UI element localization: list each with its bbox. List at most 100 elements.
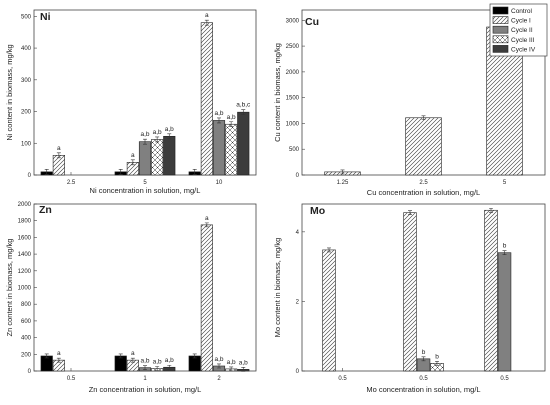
panel-title: Ni	[40, 11, 51, 23]
error-bar	[502, 250, 507, 256]
legend-label: Cycle II	[511, 27, 533, 34]
error-bar	[192, 353, 197, 359]
error-bar	[408, 210, 412, 216]
legend: Control Cycle I Cycle II Cycle III Cycle IV	[489, 3, 548, 57]
bar-cycle-i	[322, 249, 336, 372]
significance-label: a,b	[214, 110, 223, 117]
bar-cycle-i	[200, 224, 213, 372]
y-tick-label: 1800	[18, 219, 32, 225]
x-tick-label: 0.5	[67, 376, 76, 382]
y-tick-label: 4	[296, 230, 300, 236]
legend-swatch	[492, 6, 509, 15]
y-tick-label: 100	[21, 141, 32, 147]
significance-label: a,b	[153, 129, 162, 136]
legend-label: Cycle I	[511, 18, 531, 25]
y-tick-label: 2	[296, 299, 300, 305]
significance-label: a	[131, 152, 135, 159]
y-axis-label: Zn content in biomass, mg/kg	[5, 239, 14, 337]
error-bar	[167, 364, 172, 370]
significance-label: a,b	[214, 356, 223, 363]
error-bar	[327, 247, 331, 253]
bar-cycle-iv	[237, 111, 250, 176]
y-tick-label: 2500	[286, 44, 300, 50]
error-bar	[155, 136, 160, 143]
y-tick-label: 400	[21, 336, 32, 342]
y-tick-label: 1000	[18, 286, 32, 292]
legend-swatch	[492, 45, 509, 53]
significance-label: b	[435, 353, 439, 360]
error-bar	[421, 115, 426, 121]
significance-label: a	[205, 215, 209, 222]
bar-cycle-iv	[163, 135, 176, 176]
x-tick-label: 2	[217, 376, 221, 382]
legend-label: Cycle III	[511, 37, 535, 44]
y-tick-label: 600	[21, 319, 32, 325]
significance-label: a	[205, 12, 209, 19]
significance-label: a,b	[227, 359, 236, 366]
x-tick-label: 1.25	[337, 180, 349, 186]
error-bar	[118, 353, 123, 359]
bar-cycle-iii	[225, 123, 238, 176]
x-axis-label: Ni concentration in solution, mg/L	[90, 186, 201, 195]
error-bar	[241, 367, 246, 372]
bar-cycle-i	[52, 155, 65, 176]
significance-label: b	[503, 243, 507, 250]
y-tick-label: 1500	[286, 96, 300, 102]
y-tick-label: 500	[21, 14, 32, 20]
significance-label: a	[131, 350, 135, 357]
x-tick-label: 1	[143, 376, 147, 382]
y-tick-label: 0	[28, 173, 32, 179]
error-bar	[421, 356, 426, 362]
y-tick-label: 400	[21, 46, 32, 52]
error-bar	[143, 138, 147, 145]
bar-cycle-i	[405, 117, 442, 176]
error-bar	[130, 159, 135, 166]
y-axis-label: Ni content in biomass, mg/kg	[5, 44, 14, 140]
y-tick-label: 200	[21, 110, 32, 116]
y-tick-label: 2000	[286, 70, 300, 76]
error-bar	[167, 133, 172, 140]
bar-cycle-ii	[212, 120, 226, 176]
error-bar	[130, 357, 135, 363]
significance-label: a,b,c	[236, 102, 251, 109]
bar-cycle-iii	[151, 139, 164, 176]
error-bar	[56, 152, 61, 159]
error-bar	[44, 353, 49, 359]
y-tick-label: 200	[21, 352, 32, 358]
error-bar	[229, 121, 234, 128]
y-tick-label: 2000	[18, 202, 32, 208]
bar-cycle-ii	[497, 252, 512, 372]
x-tick-label: 10	[216, 180, 223, 186]
significance-label: a,b	[227, 114, 236, 121]
error-bar	[143, 365, 147, 370]
significance-label: a,b	[165, 126, 174, 133]
y-tick-label: 0	[296, 369, 300, 375]
x-tick-label: 0.5	[500, 376, 509, 382]
error-bar	[435, 361, 439, 366]
y-tick-label: 3000	[286, 18, 300, 24]
bar-cycle-i	[403, 212, 417, 372]
x-tick-label: 5	[143, 180, 147, 186]
y-tick-label: 0	[296, 173, 300, 179]
error-bar	[204, 222, 209, 228]
error-bar	[44, 169, 49, 175]
significance-label: a,b	[140, 358, 149, 365]
bar-cycle-i	[200, 22, 213, 176]
x-axis-label: Zn concentration in solution, mg/L	[89, 385, 202, 394]
x-tick-label: 2.5	[419, 180, 428, 186]
significance-label: a,b	[140, 131, 149, 138]
error-bar	[192, 169, 197, 175]
legend-label: Control	[511, 8, 533, 15]
error-bar	[229, 366, 234, 372]
bar-cycle-ii	[138, 141, 152, 176]
significance-label: a,b	[165, 357, 174, 364]
y-tick-label: 1200	[18, 269, 32, 275]
panel-mo: 0 2 4 0.5 0.5 0.5 b b b Mo Mo concentration in sol…	[273, 203, 546, 394]
y-tick-label: 800	[21, 302, 32, 308]
significance-label: a,b	[239, 359, 248, 366]
y-tick-label: 1000	[286, 121, 300, 127]
y-tick-label: 1400	[18, 252, 32, 258]
legend-label: Cycle IV	[511, 46, 536, 53]
